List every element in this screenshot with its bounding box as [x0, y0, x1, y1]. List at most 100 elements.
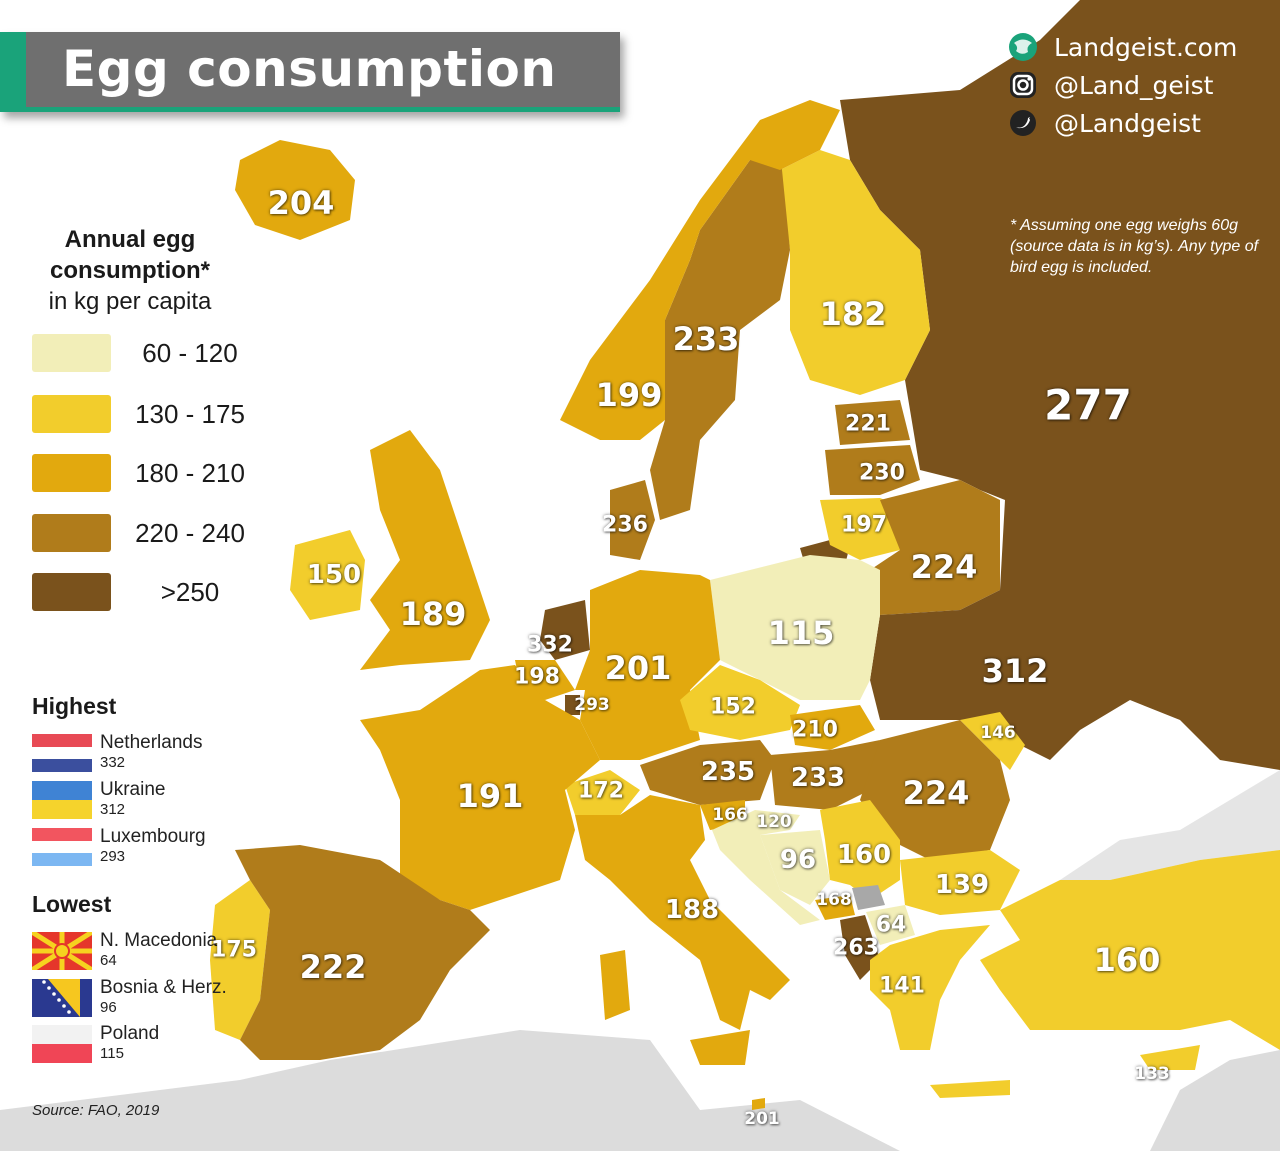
value-lithuania: 197 — [841, 512, 887, 538]
value-albania: 263 — [833, 935, 879, 961]
country-name: Poland — [100, 1023, 160, 1044]
region-finland — [780, 150, 930, 395]
value-greece: 141 — [879, 973, 925, 999]
region-italy — [575, 795, 790, 1030]
region-montenegro — [815, 895, 855, 920]
value-portugal: 175 — [211, 937, 257, 963]
legend-class-5: >250 — [32, 573, 252, 611]
value-serbia: 160 — [836, 840, 892, 870]
value-turkey: 160 — [1093, 941, 1161, 979]
legend-title-main: Annual egg consumption* — [50, 226, 210, 284]
legend-class-3: 180 - 210 — [32, 454, 252, 492]
value-slovenia: 166 — [712, 805, 748, 825]
country-name: Luxembourg — [100, 826, 206, 847]
luxembourg-flag-icon — [32, 828, 92, 866]
country-name: Bosnia & Herz. — [100, 977, 227, 998]
value-russia: 277 — [1044, 380, 1132, 430]
legend-label: 130 - 175 — [135, 399, 245, 429]
legend-class-4: 220 - 240 — [32, 514, 252, 552]
region-uk — [360, 430, 490, 670]
title-banner: Egg consumption — [0, 32, 620, 112]
country-name: Ukraine — [100, 779, 166, 800]
value-switzerland: 172 — [578, 778, 624, 804]
region-norway — [560, 100, 840, 440]
country-name: Netherlands — [100, 732, 203, 753]
region-france — [360, 665, 600, 910]
country-value: 64 — [100, 952, 117, 969]
region-bulgaria — [900, 850, 1020, 915]
region-north-macedonia — [866, 905, 915, 945]
instagram-icon — [1008, 70, 1038, 100]
value-sweden: 233 — [672, 320, 740, 358]
region-poland — [710, 555, 880, 700]
value-belarus: 224 — [910, 548, 978, 586]
region-sicily — [690, 1030, 750, 1065]
value-croatia: 120 — [756, 812, 792, 832]
value-netherlands: 332 — [527, 632, 573, 658]
highest-item-luxembourg: Luxembourg 293 — [32, 826, 232, 870]
value-uk: 189 — [399, 595, 467, 633]
region-czechia — [680, 665, 800, 740]
region-russia — [840, 0, 1280, 770]
region-switzerland — [565, 770, 640, 815]
lowest-item-poland: Poland 115 — [32, 1023, 232, 1067]
value-bulgaria: 139 — [934, 870, 990, 900]
title-accent-bar — [0, 32, 26, 112]
globe-icon — [1008, 32, 1038, 62]
value-czechia: 152 — [710, 694, 756, 720]
region-iceland — [235, 140, 355, 240]
highest-item-ukraine: Ukraine 312 — [32, 779, 232, 823]
value-iceland: 204 — [267, 184, 335, 222]
legend-class-1: 60 - 120 — [32, 334, 252, 372]
region-slovakia — [790, 705, 875, 750]
region-germany — [575, 570, 720, 760]
value-denmark: 236 — [602, 512, 648, 538]
value-estonia: 221 — [845, 411, 891, 437]
value-italy: 188 — [664, 895, 720, 925]
bosnia-flag-icon — [32, 979, 92, 1017]
region-belarus — [870, 480, 1000, 615]
value-ukraine: 312 — [981, 652, 1049, 690]
region-romania — [860, 720, 1010, 860]
region-bosnia — [760, 830, 830, 905]
value-norway: 199 — [595, 376, 663, 414]
region-luxembourg — [565, 695, 580, 715]
legend-title-unit: in kg per capita — [48, 288, 212, 315]
value-bosnia: 96 — [779, 845, 817, 875]
region-ireland — [290, 530, 365, 620]
country-value: 312 — [100, 801, 126, 818]
highest-heading: Highest — [32, 693, 117, 719]
region-portugal — [210, 880, 270, 1040]
legend-swatch — [32, 573, 111, 611]
social-row-instagram[interactable]: @Land_geist — [1008, 66, 1237, 104]
region-sweden — [650, 150, 790, 520]
social-row-twitter[interactable]: @Landgeist — [1008, 104, 1237, 142]
poland-flag-icon — [32, 1025, 92, 1063]
value-latvia: 230 — [859, 460, 905, 486]
map-title: Egg consumption — [62, 40, 557, 98]
twitter-handle[interactable]: @Landgeist — [1054, 108, 1201, 138]
netherlands-flag-icon — [32, 734, 92, 772]
social-row-website[interactable]: Landgeist.com — [1008, 28, 1237, 66]
region-ukraine — [870, 570, 1200, 760]
legend-swatch — [32, 395, 111, 433]
value-finland: 182 — [819, 295, 887, 333]
value-belgium: 198 — [514, 664, 560, 690]
value-slovakia: 210 — [792, 717, 838, 743]
region-latvia — [825, 445, 920, 495]
social-links: Landgeist.com @Land_geist @Landgeist — [1008, 28, 1237, 142]
instagram-handle[interactable]: @Land_geist — [1054, 70, 1214, 100]
land-north-africa — [0, 1030, 900, 1151]
value-north-macedonia: 64 — [875, 912, 907, 938]
source-note: Source: FAO, 2019 — [32, 1102, 160, 1119]
region-spain — [235, 845, 490, 1060]
website-link[interactable]: Landgeist.com — [1054, 32, 1238, 62]
ukraine-flag-icon — [32, 781, 92, 819]
region-netherlands — [540, 600, 590, 660]
value-france: 191 — [456, 777, 524, 815]
country-value: 115 — [100, 1045, 124, 1062]
country-value: 96 — [100, 999, 117, 1016]
assumption-note: * Assuming one egg weighs 60g (source da… — [1010, 217, 1259, 276]
value-montenegro: 168 — [816, 890, 852, 910]
region-sardinia — [600, 950, 630, 1020]
